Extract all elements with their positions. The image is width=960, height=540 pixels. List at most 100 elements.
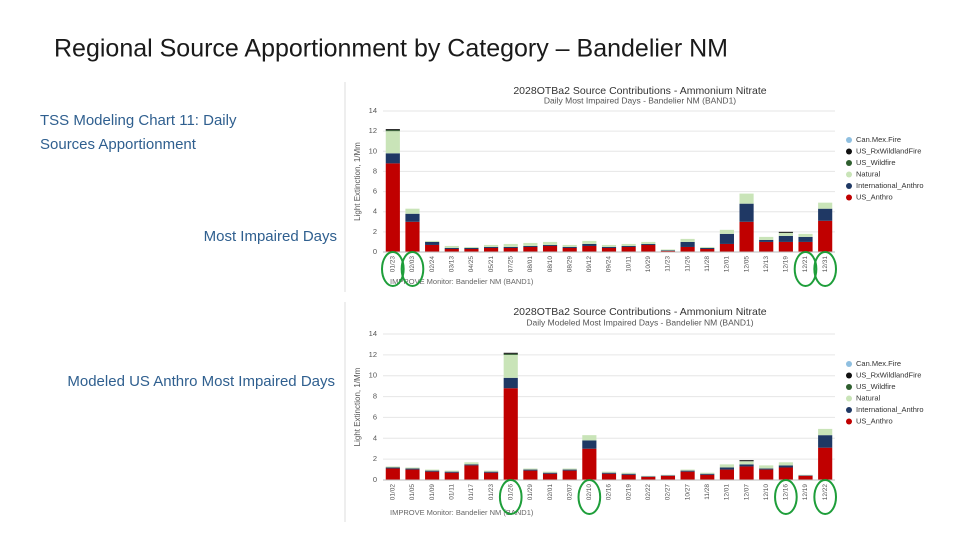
x-tick-label: 10/27 [684, 484, 691, 501]
x-tick-label: 12/22 [822, 484, 829, 501]
bar-segment [523, 468, 538, 470]
highlight-circle [774, 479, 798, 515]
x-tick-label: 11/23 [665, 256, 672, 272]
bar-segment [425, 244, 440, 252]
bar-segment [484, 247, 499, 252]
bar-segment [523, 246, 538, 252]
x-tick-label: 02/27 [665, 484, 672, 501]
bar-segment [759, 468, 774, 470]
bar-segment [759, 469, 774, 480]
x-tick-label: 11/26 [684, 256, 691, 272]
legend-swatch [846, 148, 852, 155]
legend-label: US_Anthro [856, 416, 893, 425]
x-axis-label: IMPROVE Monitor: Bandelier NM (BAND1) [390, 508, 534, 517]
x-tick-label: 02/01 [547, 484, 554, 501]
highlight-circle [793, 251, 818, 287]
bar-segment [778, 465, 793, 468]
x-tick-label: 01/05 [409, 484, 416, 501]
x-tick-label: 12/13 [763, 256, 770, 273]
highlight-circle [813, 479, 837, 515]
bar-segment [582, 440, 597, 449]
x-tick-label: 01/11 [449, 484, 456, 500]
x-tick-label: 10/11 [625, 256, 632, 272]
bar-segment [464, 246, 479, 248]
y-tick-label: 8 [373, 392, 377, 401]
bar-segment [562, 469, 577, 471]
bar-segment [641, 241, 656, 244]
bar-segment [425, 471, 440, 480]
bar-segment [778, 462, 793, 466]
x-tick-label: 01/26 [507, 484, 514, 501]
x-tick-label: 02/19 [625, 484, 632, 501]
x-tick-label: 11/28 [704, 484, 711, 500]
bar-segment [641, 475, 656, 477]
bar-segment [798, 233, 813, 237]
x-tick-label: 09/12 [586, 256, 593, 273]
bar-segment [444, 247, 459, 249]
y-tick-label: 6 [373, 187, 377, 196]
bar-segment [700, 246, 715, 248]
bar-segment [484, 471, 499, 473]
bar-segment [385, 131, 400, 154]
bar-segment [582, 245, 597, 252]
x-tick-label: 08/10 [547, 256, 554, 273]
bar-segment [582, 435, 597, 441]
bar-segment [385, 468, 400, 480]
bar-segment [641, 476, 656, 480]
x-tick-label: 01/17 [468, 484, 475, 501]
y-tick-label: 2 [373, 227, 377, 236]
bar-segment [562, 470, 577, 480]
legend-swatch [846, 183, 852, 189]
bar-segment [719, 243, 734, 252]
bar-segment [425, 241, 440, 245]
bar-segment [660, 475, 676, 476]
bar-segment [798, 475, 813, 476]
bar-segment [680, 469, 695, 471]
bar-segment [444, 472, 459, 480]
bar-segment [484, 246, 499, 248]
highlight-circle [813, 251, 837, 287]
bar-segment [464, 247, 479, 249]
bar-segment [818, 202, 833, 209]
slide-title: Regional Source Apportionment by Categor… [54, 35, 728, 63]
bar-segment [818, 435, 833, 448]
x-tick-label: 12/21 [802, 256, 809, 273]
bar-segment [385, 163, 400, 252]
bar-segment [542, 245, 558, 252]
x-tick-label: 12/05 [743, 256, 750, 273]
bar-segment [621, 243, 636, 246]
bar-segment [385, 467, 400, 469]
bar-segment [700, 474, 715, 480]
bar-segment [739, 203, 754, 222]
x-tick-label: 01/02 [390, 484, 397, 501]
bar-segment [503, 247, 518, 252]
y-tick-label: 14 [369, 329, 377, 338]
y-axis-label: Light Extinction, 1/Mm [353, 142, 362, 221]
x-tick-label: 01/29 [527, 484, 534, 501]
legend-label: Natural [856, 169, 881, 178]
x-tick-label: 04/25 [468, 256, 475, 273]
highlight-circle [400, 251, 425, 287]
chart-title: 2028OTBa2 Source Contributions - Ammoniu… [513, 85, 766, 97]
bar-segment [719, 464, 734, 468]
bar-segment [484, 244, 499, 247]
y-axis-label: Light Extinction, 1/Mm [353, 367, 362, 446]
bar-segment [818, 208, 833, 221]
chart-subtitle: Daily Most Impaired Days - Bandelier NM … [544, 95, 736, 105]
bar-segment [680, 471, 695, 480]
bar-segment [601, 246, 617, 248]
legend-swatch [846, 395, 852, 402]
bar-segment [818, 447, 833, 480]
bar-segment [680, 470, 695, 472]
bar-segment [621, 474, 636, 480]
bar-segment [562, 244, 577, 247]
bar-segment [503, 352, 518, 354]
bar-segment [778, 235, 793, 242]
x-tick-label: 12/01 [724, 484, 731, 501]
side-label: Sources Apportionment [40, 136, 197, 153]
x-tick-label: 02/10 [586, 484, 593, 501]
bar-segment [719, 467, 734, 470]
bar-segment [739, 221, 754, 252]
x-tick-label: 08/29 [566, 256, 573, 273]
legend-label: US_Wildfire [856, 382, 896, 391]
